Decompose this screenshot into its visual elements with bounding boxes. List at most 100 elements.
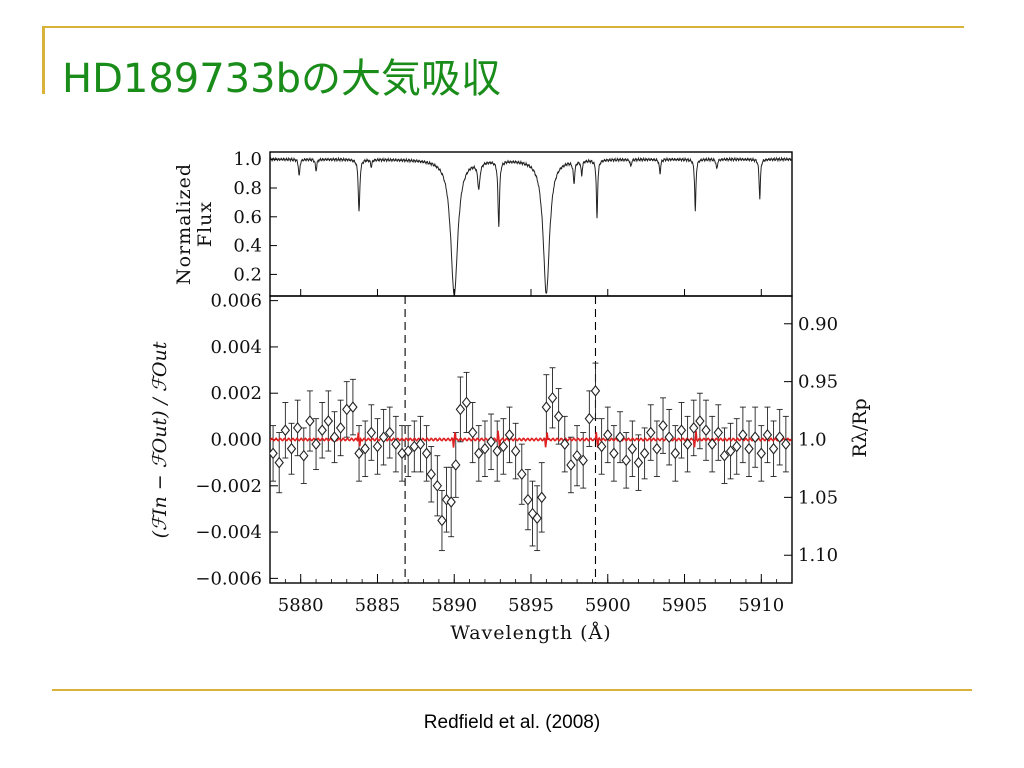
top-ytick-label: 0.4	[233, 236, 262, 257]
data-point	[305, 415, 315, 427]
top-ylabel-line2: Flux	[194, 201, 216, 247]
data-point	[415, 438, 426, 451]
data-point	[348, 401, 358, 413]
data-point	[317, 424, 327, 437]
data-point	[335, 422, 346, 434]
data-point	[707, 438, 717, 451]
data-point	[689, 422, 699, 434]
ytick-label: 0.002	[210, 383, 262, 404]
data-point	[639, 447, 650, 460]
top-ytick-label: 0.8	[233, 178, 262, 199]
data-point	[446, 496, 456, 508]
x-axis-label: Wavelength (Å)	[450, 622, 611, 644]
top-panel-frame	[269, 151, 793, 297]
data-point	[627, 442, 638, 455]
data-point	[537, 491, 547, 504]
data-point	[354, 447, 364, 460]
data-point	[701, 424, 711, 437]
data-point	[274, 456, 284, 469]
data-point	[541, 401, 552, 413]
data-point	[474, 447, 484, 460]
data-point	[566, 459, 576, 471]
top-ytick-label: 1.0	[233, 149, 262, 170]
data-point	[523, 493, 533, 506]
data-point	[658, 419, 668, 432]
data-point	[633, 456, 644, 469]
data-point	[311, 438, 321, 451]
data-point	[744, 442, 754, 455]
data-point	[615, 431, 625, 444]
data-point	[510, 445, 521, 457]
data-point	[725, 445, 736, 457]
xtick-label: 5890	[431, 595, 477, 616]
data-point	[492, 445, 502, 457]
xtick-label: 5895	[508, 595, 554, 616]
top-ytick-label: 0.6	[233, 207, 262, 228]
data-point	[646, 426, 656, 439]
data-point	[360, 442, 370, 455]
right-tick-label: 1.0	[798, 430, 827, 451]
data-point	[621, 454, 631, 467]
data-point	[323, 415, 334, 427]
data-point	[286, 442, 297, 455]
data-point	[504, 428, 515, 441]
spectrum-line	[270, 156, 792, 296]
data-point	[775, 431, 785, 444]
data-point	[750, 431, 760, 444]
right-tick-label: 1.05	[798, 487, 838, 508]
citation: Redfield et al. (2008)	[423, 712, 601, 733]
data-point	[403, 445, 413, 457]
xtick-label: 5900	[585, 595, 631, 616]
data-point	[517, 468, 527, 481]
ytick-label: 0.000	[210, 430, 262, 451]
data-point	[781, 438, 791, 451]
data-point	[676, 424, 687, 437]
data-point	[270, 447, 278, 460]
data-point	[432, 479, 443, 492]
data-point	[719, 449, 730, 462]
bottom-accent-line	[52, 689, 972, 691]
bottom-ylabel-right: Rλ/Rp	[849, 398, 871, 457]
data-point	[762, 428, 773, 441]
data-point	[695, 415, 705, 427]
data-point	[280, 424, 291, 437]
data-point	[486, 435, 496, 448]
data-point	[391, 438, 401, 451]
ytick-label: −0.002	[195, 476, 262, 497]
data-point	[329, 431, 340, 444]
data-point	[299, 449, 309, 462]
data-point	[572, 449, 582, 462]
data-point	[603, 428, 613, 441]
data-point	[553, 410, 564, 423]
data-point	[738, 428, 748, 441]
data-point	[366, 426, 377, 439]
data-point	[461, 396, 472, 409]
data-point	[670, 447, 681, 460]
data-point	[437, 514, 447, 527]
data-point	[532, 512, 542, 525]
xtick-label: 5905	[662, 595, 708, 616]
xtick-label: 5885	[355, 595, 401, 616]
model-line	[270, 430, 792, 448]
data-point	[421, 447, 432, 460]
data-point	[426, 468, 436, 481]
data-point	[451, 459, 461, 471]
data-point	[652, 442, 662, 455]
data-point	[467, 426, 478, 439]
right-tick-label: 0.95	[798, 372, 838, 393]
ytick-label: 0.006	[210, 291, 262, 312]
top-ylabel-line1: Normalized	[173, 163, 195, 285]
right-tick-label: 0.90	[798, 314, 838, 335]
ytick-label: −0.006	[195, 568, 262, 589]
top-ytick-label: 0.2	[233, 264, 262, 285]
data-point	[385, 426, 395, 439]
data-point	[756, 447, 766, 460]
data-point	[378, 431, 389, 444]
data-point	[584, 412, 595, 425]
data-point	[547, 391, 558, 404]
data-point	[372, 440, 383, 453]
top-accent-line	[42, 26, 964, 28]
data-point	[596, 440, 607, 453]
right-tick-label: 1.10	[798, 545, 838, 566]
